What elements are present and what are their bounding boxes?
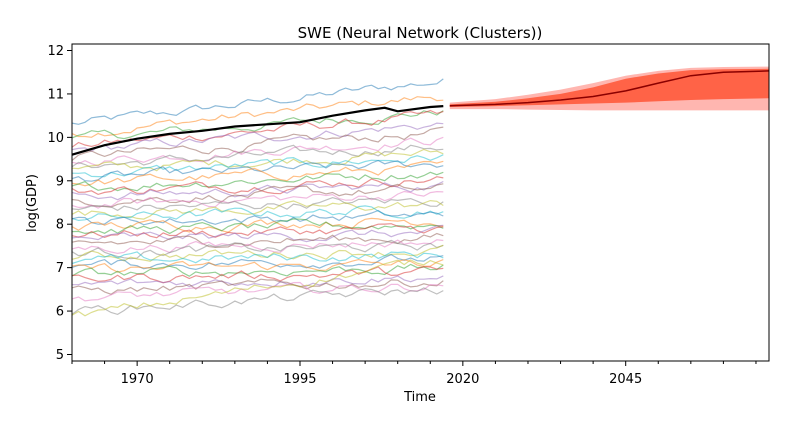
background-series-line (71, 258, 444, 273)
forecast-inner-band (449, 68, 769, 107)
y-tick-label: 5 (56, 348, 64, 363)
highlight-series-line (71, 105, 444, 156)
background-series-line (71, 190, 444, 209)
x-tick-label: 1970 (121, 372, 154, 387)
background-series-line (71, 78, 444, 125)
x-tick-label: 1995 (283, 372, 316, 387)
x-tick-label: 2020 (446, 372, 479, 387)
y-tick-label: 11 (47, 87, 64, 102)
background-series-line (71, 232, 444, 249)
background-series-line (71, 159, 444, 182)
x-axis-label: Time (403, 390, 436, 405)
background-series-line (71, 183, 444, 208)
background-series-line (71, 122, 444, 152)
background-series-line (71, 148, 444, 172)
background-series-line (71, 171, 444, 192)
y-tick-label: 8 (56, 218, 64, 233)
background-series-line (72, 275, 444, 288)
highlight-series-group (71, 105, 444, 156)
background-series-line (71, 180, 444, 201)
background-series-line (71, 218, 444, 235)
background-series-line (71, 251, 444, 265)
chart-title: SWE (Neural Network (Clusters)) (298, 24, 543, 42)
background-series-line (71, 154, 444, 178)
plot-frame (71, 43, 770, 362)
background-series-line (71, 160, 444, 187)
y-axis-label: log(GDP) (25, 174, 40, 232)
y-tick-label: 12 (47, 44, 64, 59)
background-series-line (71, 217, 444, 233)
background-series-line (71, 263, 444, 277)
background-series-line (71, 224, 444, 243)
background-series-line (71, 281, 444, 302)
y-tick-label: 10 (47, 131, 64, 146)
background-series-group (71, 78, 444, 317)
forecast-median-line (449, 70, 770, 107)
background-series-line (71, 223, 444, 239)
background-series-line (71, 136, 444, 167)
y-tick-label: 6 (56, 305, 64, 320)
background-series-line (71, 199, 444, 220)
background-series-line (71, 126, 444, 161)
x-tick-label: 2045 (609, 372, 642, 387)
background-series-line (71, 259, 444, 317)
background-series-line (71, 253, 444, 271)
background-series-line (71, 110, 444, 140)
y-tick-label: 9 (56, 174, 64, 189)
y-tick-label: 7 (56, 261, 64, 276)
background-series-line (71, 239, 444, 255)
background-series-line (71, 278, 444, 295)
background-series-line (71, 244, 444, 262)
y-axis: 5 6 7 8 9 10 11 12 (47, 44, 72, 363)
background-series-line (71, 144, 444, 169)
forecast-group (449, 66, 770, 111)
x-axis: 1970 1995 2020 2045 (71, 361, 757, 387)
background-series-line (71, 209, 444, 226)
background-series-line (71, 266, 444, 284)
background-series-line (71, 96, 444, 138)
background-series-line (71, 196, 444, 212)
